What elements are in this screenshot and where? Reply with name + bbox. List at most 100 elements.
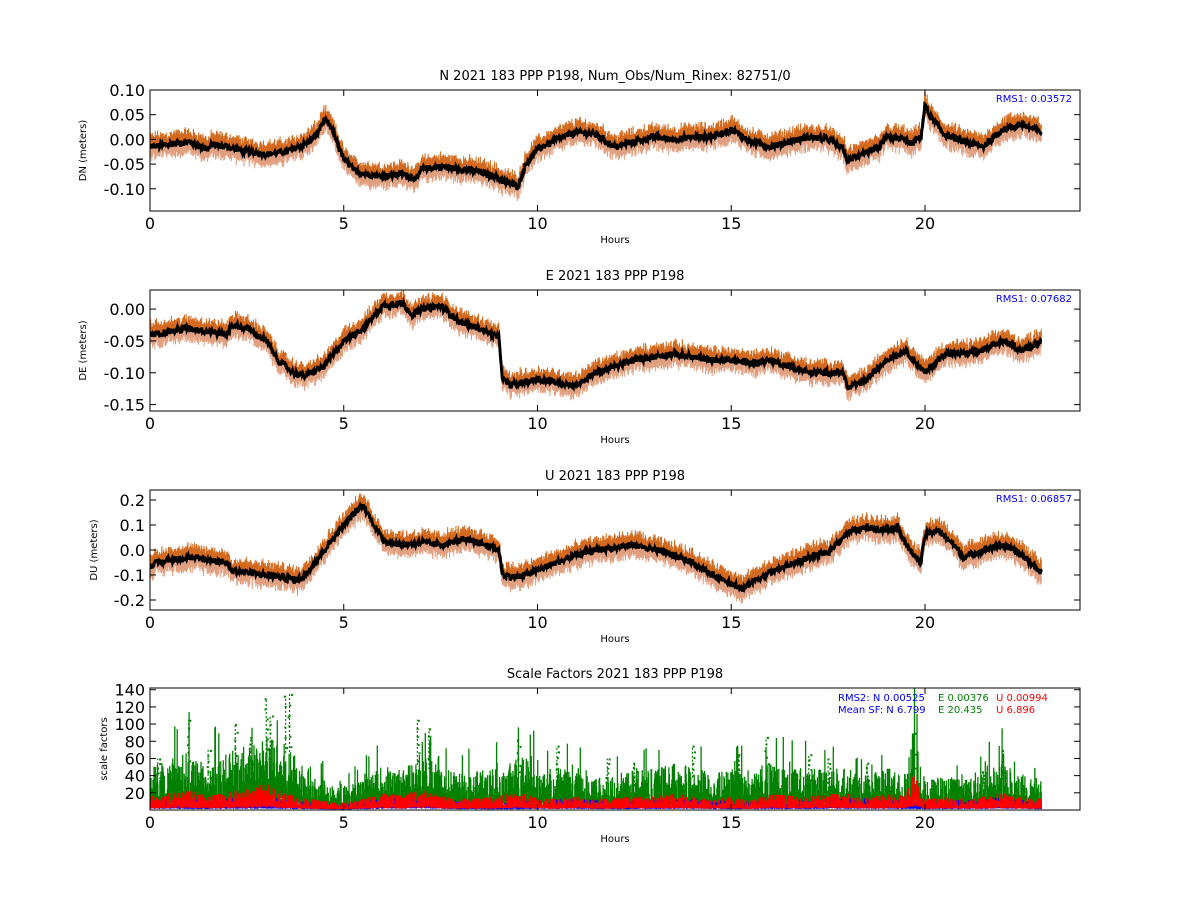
outlier-point [692,763,695,765]
outlier-point [766,737,769,739]
outlier-point [557,745,560,748]
rms2-u-label: U 0.00994 [996,693,1048,704]
outlier-point [767,763,770,766]
axes-frame [149,687,1081,811]
y-tick-label: -0.10 [104,180,145,199]
outlier-point [983,778,986,781]
outlier-point [235,724,237,727]
outlier-point [417,744,420,747]
outlier-point [266,728,269,731]
outlier-point [829,763,832,766]
outlier-point [829,767,832,770]
outlier-point [189,760,192,763]
outlier-point [636,771,639,774]
outlier-point [632,767,635,769]
y-tick-label: 120 [114,698,145,717]
x-tick-label: 0 [145,214,155,233]
y-tick-label: -0.10 [104,364,145,383]
outlier-point [558,751,560,754]
y-tick-label: 0.00 [109,300,145,319]
outlier-point [914,767,917,770]
outlier-point [608,758,611,761]
outlier-point [556,774,559,777]
outlier-point [416,727,419,730]
y-tick-label: 60 [125,749,145,768]
mean-sf-u-label: U 6.896 [996,705,1035,716]
outlier-point [417,719,420,722]
outlier-point [429,765,432,768]
outlier-point [810,779,813,782]
outlier-point [156,767,159,770]
outlier-point [416,736,419,738]
outlier-point [271,715,274,718]
y-tick-label: 0.2 [120,491,145,510]
panel-title: E 2021 183 PPP P198 [546,269,685,284]
outlier-point [250,750,253,753]
x-tick-label: 15 [721,813,741,832]
x-tick-label: 5 [339,214,349,233]
outlier-point [287,716,290,719]
outlier-point [607,772,610,775]
outlier-point [693,757,696,760]
outlier-point [250,769,253,772]
panel-title: U 2021 183 PPP P198 [545,469,685,484]
outlier-point [207,755,210,758]
x-axis-label: Hours [600,235,629,246]
y-axis-label: DE (meters) [78,320,89,380]
outlier-point [866,784,869,786]
outlier-point [764,750,767,753]
x-tick-label: 0 [145,813,155,832]
outlier-point [1002,771,1005,774]
y-tick-label: 0.1 [120,516,145,535]
outlier-point [739,774,742,777]
x-tick-label: 5 [339,613,349,632]
outlier-point [252,763,255,766]
outlier-point [608,763,611,766]
x-tick-label: 10 [527,613,547,632]
outlier-point [189,719,192,722]
outlier-point [289,735,292,738]
x-tick-label: 5 [339,414,349,433]
outlier-point [188,727,191,730]
x-tick-label: 20 [915,214,935,233]
panel-title: Scale Factors 2021 183 PPP P198 [507,667,723,682]
y-tick-label: 140 [114,681,145,700]
y-tick-label: -0.2 [114,591,145,610]
outlier-point [187,736,190,738]
outlier-point [159,781,162,784]
y-tick-label: 20 [125,784,145,803]
y-tick-label: -0.05 [104,332,145,351]
outlier-point [1001,755,1004,758]
outlier-point [187,752,190,755]
outlier-point [867,762,870,765]
panel-3: U 2021 183 PPP P198 RMS1: 0.06857 0 5 10 15 20… [89,469,1081,645]
outlier-point [159,758,162,761]
outlier-point [207,760,210,763]
outlier-point [286,747,289,750]
axes-frame [149,89,1081,212]
outlier-point [429,728,431,731]
y-axis-label: scale factors [99,717,110,780]
panel-4: Scale Factors 2021 183 PPP P198 RMS2: N 0… [99,667,1081,845]
rms-label: RMS1: 0.06857 [996,494,1072,505]
outlier-point [517,758,520,761]
y-tick-label: 0.10 [109,81,145,100]
x-tick-label: 10 [527,414,547,433]
plot-area [150,688,1042,810]
series-line [150,100,1043,191]
outlier-point [557,757,559,760]
y-tick-label: -0.05 [104,155,145,174]
outlier-point [427,757,430,760]
x-tick-label: 15 [721,214,741,233]
outlier-point [519,745,522,748]
series-line [150,500,1043,594]
outlier-point [516,739,519,742]
outlier-point [267,748,270,751]
outlier-point [518,771,521,774]
outlier-point [417,760,420,763]
y-tick-label: -0.1 [114,566,145,585]
outlier-point [266,738,269,741]
axes-frame [149,289,1081,412]
y-tick-label: 0.05 [109,106,145,125]
outlier-point [210,749,212,752]
